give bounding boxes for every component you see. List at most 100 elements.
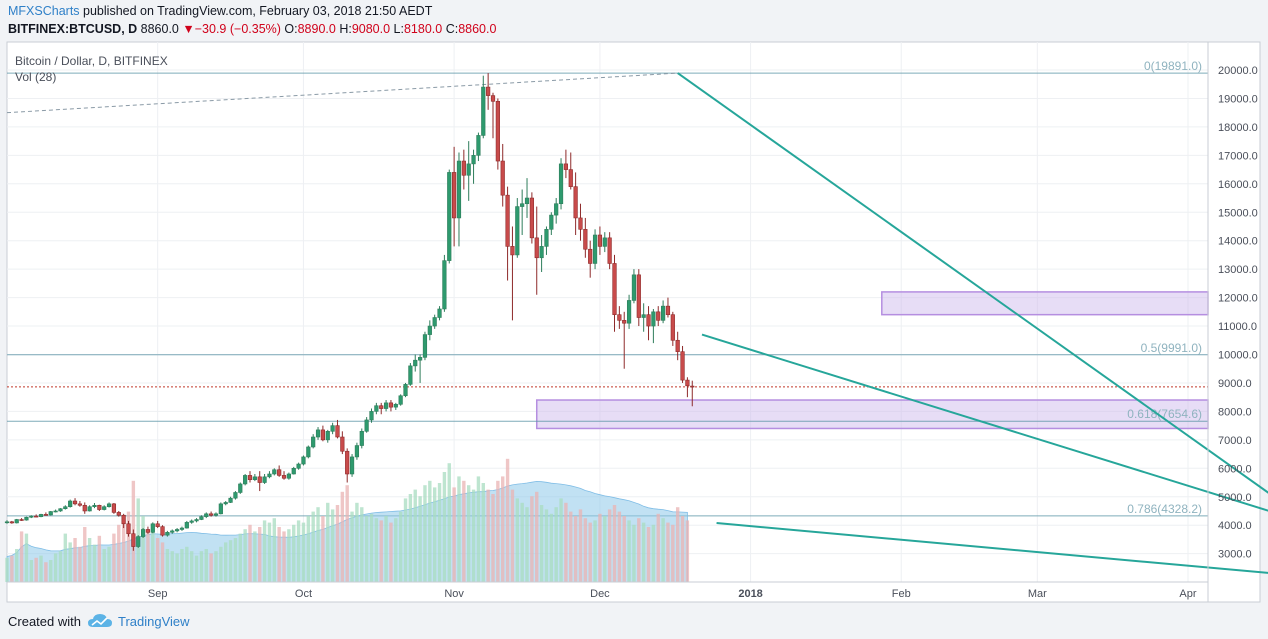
candle: [388, 400, 394, 412]
volume-bar: [321, 516, 325, 582]
trendlines[interactable]: [677, 72, 1268, 578]
volume-bar: [160, 542, 165, 582]
volume-bar: [437, 483, 442, 582]
candle-body-down: [529, 197, 534, 239]
volume-bar: [554, 507, 558, 582]
candle: [63, 505, 68, 510]
volume-bar: [671, 524, 675, 582]
candles: [4, 73, 695, 551]
candle-body-down: [452, 172, 457, 219]
volume-bar: [97, 535, 102, 582]
candle-body-down: [510, 246, 515, 256]
trendline[interactable]: [716, 522, 1268, 578]
candle-body-up: [554, 203, 559, 216]
candle: [651, 308, 656, 344]
candle-body-up: [422, 334, 428, 358]
candle-body-up: [63, 506, 68, 509]
candle-body-up: [223, 502, 228, 505]
volume-bar: [471, 489, 476, 582]
candle: [617, 306, 622, 329]
x-tick-label: Feb: [892, 588, 911, 600]
volume-bar: [15, 549, 19, 582]
candle: [106, 502, 112, 508]
candle: [452, 146, 457, 247]
candle: [374, 402, 379, 415]
candle-body-up: [267, 473, 272, 478]
candle-body-up: [306, 446, 311, 458]
x-tick-label: Dec: [590, 588, 610, 600]
candle: [413, 354, 418, 372]
candle: [315, 427, 321, 440]
y-tick-label: 8000.0: [1218, 406, 1252, 418]
candle: [471, 149, 476, 184]
volume-bar: [311, 511, 315, 582]
candle: [495, 98, 500, 170]
candle: [150, 522, 155, 534]
candle-body-down: [111, 503, 117, 513]
price-chart[interactable]: 0(19891.0) 0.5(9991.0) 0.618(7654.6) 0.786(…: [0, 0, 1268, 605]
volume-bar: [394, 518, 398, 582]
candle: [583, 217, 588, 258]
volume-bar: [335, 505, 340, 582]
y-tick-label: 13000.0: [1218, 264, 1258, 276]
candle-body-up: [374, 405, 379, 412]
candle: [597, 226, 603, 255]
candle-body-up: [296, 463, 301, 469]
candle-body-up: [626, 300, 632, 324]
candle-body-down: [680, 351, 685, 381]
volume-bar: [296, 520, 301, 582]
tradingview-link[interactable]: TradingView: [118, 614, 190, 629]
candle-body-up: [194, 519, 199, 522]
low-label: L:: [393, 22, 404, 36]
y-tick-label: 12000.0: [1218, 293, 1258, 305]
chart-title: Bitcoin / Dollar, D, BITFINEX: [15, 54, 168, 68]
candle: [437, 306, 442, 321]
candle-body-up: [301, 456, 306, 465]
candle-body-up: [272, 469, 277, 475]
candle-body-up: [466, 163, 471, 176]
candle: [505, 186, 510, 281]
volume-bar: [73, 538, 77, 582]
candle: [199, 515, 204, 521]
volume-bar: [360, 507, 364, 582]
candle-body-up: [291, 467, 296, 475]
candle: [267, 471, 272, 479]
volume-bar: [462, 480, 466, 582]
volume-bar: [209, 553, 213, 582]
author-link[interactable]: MFXSCharts: [8, 4, 80, 18]
candle: [320, 425, 326, 442]
trendline[interactable]: [701, 333, 1268, 528]
volume-bar: [491, 494, 495, 582]
fib-level-label: 0.786(4328.2): [1127, 502, 1202, 516]
grid: [7, 42, 1208, 582]
y-tick-label: 14000.0: [1218, 236, 1258, 248]
candle-body-down: [160, 526, 165, 536]
candle: [38, 513, 44, 518]
candle: [520, 189, 525, 236]
trendline[interactable]: [677, 72, 1268, 532]
candle: [544, 226, 549, 255]
candle: [175, 528, 180, 533]
candle: [549, 212, 554, 236]
volume-bar: [612, 505, 617, 582]
candle-body-up: [354, 445, 360, 458]
volume-bar: [641, 522, 646, 582]
candle: [189, 519, 194, 524]
candle: [257, 471, 262, 492]
volume-bar: [559, 498, 563, 582]
volume-bar: [525, 507, 529, 582]
candle: [486, 73, 491, 110]
candle-body-down: [277, 469, 282, 476]
y-tick-label: 7000.0: [1218, 435, 1252, 447]
volume-bar: [141, 516, 145, 582]
volume-bar: [389, 522, 393, 582]
candle-body-down: [145, 529, 151, 533]
candle-body-up: [204, 513, 209, 517]
candle-body-up: [544, 229, 549, 247]
candle-body-down: [578, 217, 583, 230]
candle-body-down: [19, 519, 24, 521]
candle-body-up: [175, 529, 180, 532]
candle-body-up: [165, 532, 170, 536]
y-tick-label: 3000.0: [1218, 549, 1252, 561]
candle: [121, 513, 126, 529]
